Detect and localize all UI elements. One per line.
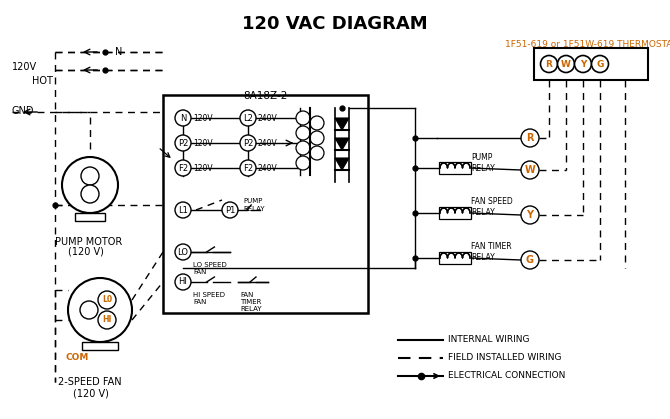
Text: 1F51-619 or 1F51W-619 THERMOSTAT: 1F51-619 or 1F51W-619 THERMOSTAT <box>505 40 670 49</box>
Text: GND: GND <box>12 106 34 116</box>
Circle shape <box>296 141 310 155</box>
Text: 120V: 120V <box>193 139 212 147</box>
Circle shape <box>592 55 608 72</box>
Text: Y: Y <box>527 210 533 220</box>
Text: 120V: 120V <box>193 163 212 173</box>
Text: PUMP
RELAY: PUMP RELAY <box>471 153 494 173</box>
Text: HI: HI <box>179 277 188 287</box>
Text: HI: HI <box>103 316 112 324</box>
Bar <box>82 342 118 350</box>
Text: FIELD INSTALLED WIRING: FIELD INSTALLED WIRING <box>448 354 561 362</box>
Text: P2: P2 <box>178 139 188 147</box>
Text: P1: P1 <box>225 205 235 215</box>
Text: R: R <box>526 133 534 143</box>
Bar <box>75 213 105 221</box>
Circle shape <box>81 167 99 185</box>
Bar <box>534 48 648 80</box>
Bar <box>439 252 471 264</box>
Text: 120V: 120V <box>12 62 37 72</box>
Text: G: G <box>596 59 604 68</box>
Text: PUMP
RELAY: PUMP RELAY <box>243 198 265 212</box>
Text: R: R <box>545 59 553 68</box>
Circle shape <box>310 131 324 145</box>
Text: W: W <box>525 165 535 175</box>
Text: COM: COM <box>65 354 88 362</box>
Circle shape <box>80 301 98 319</box>
Text: FAN
TIMER
RELAY: FAN TIMER RELAY <box>240 292 261 312</box>
Text: P2: P2 <box>243 139 253 147</box>
Circle shape <box>175 274 191 290</box>
Text: 8A18Z-2: 8A18Z-2 <box>243 91 287 101</box>
Polygon shape <box>335 118 349 130</box>
Text: (120 V): (120 V) <box>68 247 104 257</box>
Text: 240V: 240V <box>258 163 278 173</box>
Circle shape <box>175 244 191 260</box>
Text: G: G <box>526 255 534 265</box>
Circle shape <box>310 116 324 130</box>
Circle shape <box>296 156 310 170</box>
Circle shape <box>574 55 592 72</box>
Text: FAN TIMER
RELAY: FAN TIMER RELAY <box>471 242 512 262</box>
Bar <box>439 207 471 219</box>
Circle shape <box>175 135 191 151</box>
Circle shape <box>98 311 116 329</box>
Text: Y: Y <box>580 59 586 68</box>
Circle shape <box>310 146 324 160</box>
Circle shape <box>98 291 116 309</box>
Circle shape <box>521 129 539 147</box>
Circle shape <box>521 206 539 224</box>
Text: HI SPEED
FAN: HI SPEED FAN <box>193 292 225 305</box>
Circle shape <box>240 110 256 126</box>
Text: L1: L1 <box>178 205 188 215</box>
Circle shape <box>296 126 310 140</box>
Circle shape <box>175 110 191 126</box>
Text: LO: LO <box>178 248 188 256</box>
Text: F2: F2 <box>243 163 253 173</box>
Text: N: N <box>115 47 123 57</box>
Text: PUMP MOTOR: PUMP MOTOR <box>55 237 122 247</box>
Circle shape <box>175 160 191 176</box>
Circle shape <box>240 135 256 151</box>
Circle shape <box>175 202 191 218</box>
Text: FAN SPEED
RELAY: FAN SPEED RELAY <box>471 197 513 217</box>
Text: HOT: HOT <box>32 76 53 86</box>
Circle shape <box>521 161 539 179</box>
Text: F2: F2 <box>178 163 188 173</box>
Circle shape <box>521 251 539 269</box>
Circle shape <box>557 55 574 72</box>
Text: L2: L2 <box>243 114 253 122</box>
Circle shape <box>541 55 557 72</box>
Polygon shape <box>335 158 349 170</box>
Text: 120 VAC DIAGRAM: 120 VAC DIAGRAM <box>242 15 428 33</box>
Circle shape <box>222 202 238 218</box>
Circle shape <box>240 160 256 176</box>
Text: 240V: 240V <box>258 114 278 122</box>
Text: L0: L0 <box>102 295 112 305</box>
Text: W: W <box>561 59 571 68</box>
Text: 2-SPEED FAN: 2-SPEED FAN <box>58 377 122 387</box>
Polygon shape <box>335 138 349 150</box>
Text: N: N <box>180 114 186 122</box>
Text: 120V: 120V <box>193 114 212 122</box>
Text: (120 V): (120 V) <box>73 388 109 398</box>
Circle shape <box>296 111 310 125</box>
Circle shape <box>81 185 99 203</box>
Circle shape <box>68 278 132 342</box>
Text: LO SPEED
FAN: LO SPEED FAN <box>193 262 226 275</box>
Circle shape <box>62 157 118 213</box>
Text: ELECTRICAL CONNECTION: ELECTRICAL CONNECTION <box>448 372 565 380</box>
Text: 240V: 240V <box>258 139 278 147</box>
Text: INTERNAL WIRING: INTERNAL WIRING <box>448 336 529 344</box>
Bar <box>163 95 368 313</box>
Bar <box>439 162 471 174</box>
